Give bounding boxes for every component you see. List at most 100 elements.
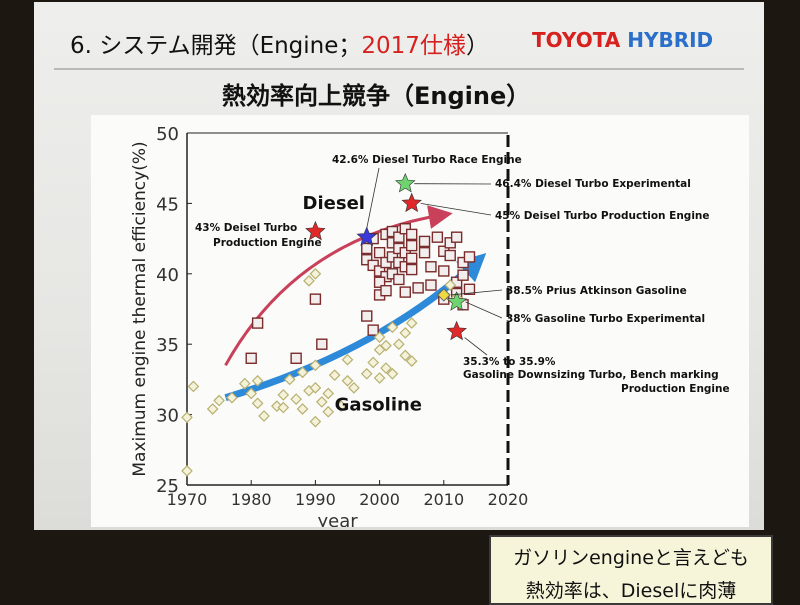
diesel-data-point — [375, 248, 385, 258]
diesel-data-point — [464, 252, 474, 262]
gasoline-data-point — [182, 412, 192, 422]
gasoline-data-point — [214, 396, 224, 406]
diesel-data-point — [400, 287, 410, 297]
annotation-43-deisel-line2: Production Engine — [213, 237, 322, 249]
gasoline-data-point — [330, 370, 340, 380]
header-divider — [54, 68, 744, 70]
annotation-42-6-diesel: 42.6% Diesel Turbo Race Engine — [332, 154, 522, 166]
callout-note: ガソリンengineと言えども 熱効率は、Dieselに肉薄 — [489, 535, 773, 605]
diesel-data-point — [432, 232, 442, 242]
gasoline-data-point — [394, 339, 404, 349]
diesel-data-point — [413, 283, 423, 293]
gasoline-trend-arrow — [226, 263, 476, 398]
gasoline-data-point — [208, 404, 218, 414]
x-tick-label: 1970 — [167, 490, 208, 509]
y-tick-label: 30 — [156, 406, 179, 427]
leader-line — [367, 168, 379, 228]
logo-hybrid-text: HYBRID — [627, 28, 713, 52]
diesel-data-point — [420, 248, 430, 258]
diesel-data-point — [368, 325, 378, 335]
diesel-data-point — [407, 229, 417, 239]
x-tick-label: 2010 — [423, 490, 464, 509]
diesel-data-point — [362, 243, 372, 253]
gasoline-data-point — [298, 404, 308, 414]
gasoline-data-point — [253, 398, 263, 408]
diesel-data-point — [394, 274, 404, 284]
slide: 6. システム開発（Engine；2017仕様） TOYOTA HYBRID 熱… — [34, 2, 764, 530]
diesel-data-point — [407, 241, 417, 251]
gasoline-data-point — [278, 390, 288, 400]
logo-toyota-text: TOYOTA — [532, 28, 620, 52]
highlight-star — [447, 322, 466, 340]
annotation-35-3-line3: Production Engine — [621, 383, 730, 395]
gasoline-data-point — [310, 417, 320, 427]
diesel-data-point — [452, 232, 462, 242]
gasoline-data-point — [368, 358, 378, 368]
slide-title-year: 2017仕様 — [361, 33, 466, 59]
diesel-data-point — [246, 353, 256, 363]
diesel-data-point — [317, 339, 327, 349]
annotation-45-deisel: 45% Deisel Turbo Production Engine — [495, 210, 710, 222]
diesel-data-point — [381, 286, 391, 296]
gasoline-data-point — [317, 397, 327, 407]
slide-header: 6. システム開発（Engine；2017仕様） TOYOTA HYBRID — [34, 2, 764, 66]
annotation-35-3-line2: Gasoline Downsizing Turbo, Bench marking — [463, 369, 719, 381]
diesel-data-point — [439, 266, 449, 276]
gasoline-data-point — [343, 376, 353, 386]
gasoline-data-point — [291, 394, 301, 404]
gasoline-series-label: Gasoline — [335, 394, 422, 415]
diesel-data-point — [407, 253, 417, 263]
leader-line — [465, 338, 487, 355]
note-line-2: 熱効率は、Dieselに肉薄 — [491, 576, 771, 603]
slide-title: 6. システム開発（Engine；2017仕様） — [70, 26, 489, 60]
y-tick-label: 40 — [156, 265, 179, 286]
annotation-35-3-line1: 35.3% to 35.9% — [463, 356, 556, 368]
slide-title-prefix: 6. システム開発（Engine； — [70, 33, 361, 59]
diesel-data-point — [253, 318, 263, 328]
y-axis-label: Maximum engine thermal efficiency(%) — [130, 141, 150, 476]
gasoline-data-point — [349, 383, 359, 393]
note-line-1: ガソリンengineと言えども — [491, 543, 771, 570]
x-tick-label: 2000 — [359, 490, 400, 509]
highlight-star — [402, 193, 421, 211]
diesel-data-point — [426, 280, 436, 290]
y-tick-label: 35 — [156, 335, 179, 356]
y-tick-label: 45 — [156, 194, 179, 215]
gasoline-data-point — [304, 276, 314, 286]
x-tick-label: 1990 — [295, 490, 336, 509]
x-tick-label: 1980 — [231, 490, 272, 509]
toyota-hybrid-logo: TOYOTA HYBRID — [532, 28, 713, 52]
diesel-data-point — [445, 250, 455, 260]
leader-line — [421, 203, 491, 215]
gasoline-data-point — [188, 381, 198, 391]
diesel-data-point — [291, 353, 301, 363]
annotation-38-gasoline: 38% Gasoline Turbo Experimental — [506, 313, 705, 325]
diesel-data-point — [426, 262, 436, 272]
annotation-38-5-prius: 38.5% Prius Atkinson Gasoline — [506, 285, 687, 297]
gasoline-data-point — [182, 466, 192, 476]
highlight-star — [396, 174, 415, 192]
diesel-data-point — [407, 265, 417, 275]
leader-line — [466, 302, 502, 318]
x-tick-label: 2020 — [488, 490, 529, 509]
gasoline-data-point — [259, 411, 269, 421]
gasoline-data-point — [323, 407, 333, 417]
diesel-data-point — [310, 294, 320, 304]
gasoline-data-point — [400, 328, 410, 338]
slide-subtitle: 熱効率向上競争（Engine） — [222, 76, 530, 111]
diesel-data-point — [420, 236, 430, 246]
diesel-series-label: Diesel — [303, 193, 365, 214]
gasoline-data-point — [343, 355, 353, 365]
slide-title-suffix: ） — [466, 33, 489, 59]
annotation-46-4-diesel: 46.4% Diesel Turbo Experimental — [495, 178, 691, 190]
gasoline-data-point — [323, 388, 333, 398]
diesel-data-point — [362, 311, 372, 321]
gasoline-data-point — [407, 318, 417, 328]
x-axis-label: year — [318, 511, 359, 527]
diesel-data-point — [458, 270, 468, 280]
gasoline-data-point — [310, 269, 320, 279]
gasoline-data-point — [362, 369, 372, 379]
annotation-43-deisel-line1: 43% Deisel Turbo — [195, 222, 297, 234]
